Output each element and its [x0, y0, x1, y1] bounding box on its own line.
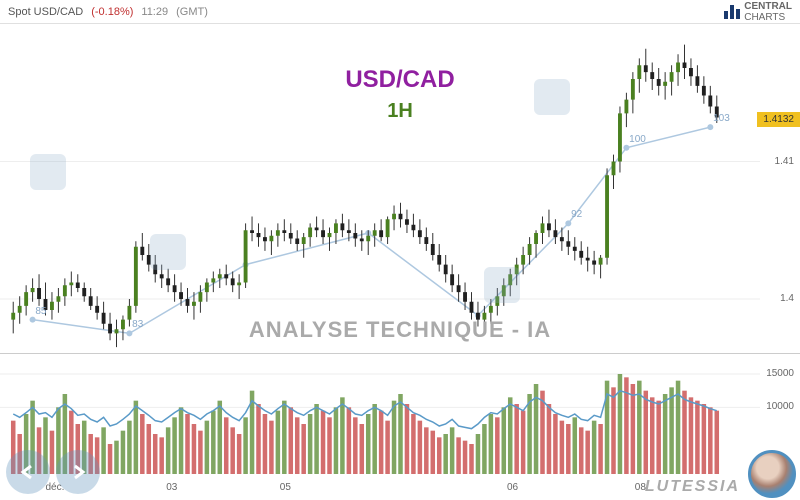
y-tick-label: 1.4 — [778, 293, 796, 304]
x-tick-label: 03 — [166, 482, 177, 493]
nav-next-button[interactable] — [56, 450, 100, 494]
current-price-tag: 1.4132 — [757, 112, 800, 127]
timeframe-label: 1H — [387, 100, 413, 123]
logo-text-top: CENTRAL — [744, 1, 792, 12]
indicator-y-tick: 15000 — [764, 368, 796, 379]
indicator-value-label: 92 — [571, 209, 582, 220]
brand-logo[interactable]: CENTRAL CHARTS — [724, 1, 792, 23]
logo-text-bottom: CHARTS — [744, 12, 792, 23]
pct-change: (-0.18%) — [91, 6, 133, 18]
pair-name: Spot USD/CAD — [8, 6, 83, 18]
y-tick-label: 1.41 — [773, 156, 796, 167]
x-tick-label: 06 — [507, 482, 518, 493]
indicator-value-label: 103 — [713, 113, 730, 124]
logo-bars-icon — [724, 5, 740, 19]
symbol-title: USD/CAD — [345, 66, 454, 94]
header-tz: (GMT) — [176, 6, 208, 18]
nav-prev-button[interactable] — [6, 450, 50, 494]
brand-watermark: LUTESSIA — [645, 478, 740, 496]
watermark-compass-icon — [534, 79, 570, 115]
header-time: 11:29 — [141, 6, 168, 18]
main-price-chart[interactable]: USD/CAD 1H ANALYSE TECHNIQUE - IA 1.4132… — [0, 24, 800, 354]
indicator-value-label: 85 — [35, 306, 46, 317]
indicator-y-tick: 10000 — [764, 401, 796, 412]
chart-header: Spot USD/CAD (-0.18%) 11:29 (GMT) CENTRA… — [0, 0, 800, 24]
volume-indicator-chart[interactable]: 10000 15000 — [0, 354, 800, 474]
x-tick-label: 05 — [280, 482, 291, 493]
watermark-text: ANALYSE TECHNIQUE - IA — [249, 317, 551, 343]
indicator-value-label: 83 — [132, 319, 143, 330]
watermark-arrow-icon — [150, 234, 186, 270]
watermark-chart-icon — [30, 154, 66, 190]
avatar-icon[interactable] — [748, 450, 796, 498]
indicator-value-label: 100 — [629, 134, 646, 145]
watermark-graph-icon — [484, 267, 520, 303]
